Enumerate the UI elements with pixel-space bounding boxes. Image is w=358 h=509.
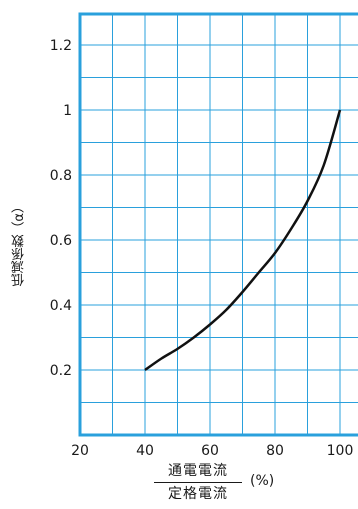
fraction-bar bbox=[154, 482, 242, 483]
x-tick-labels: 20 40 60 80 100 bbox=[71, 443, 353, 459]
y-tick-label: 1.2 bbox=[50, 38, 72, 54]
series-line bbox=[144, 109, 342, 372]
axis-frame bbox=[78, 12, 358, 437]
y-tick-label: 0.6 bbox=[50, 233, 72, 249]
x-axis-unit: (%) bbox=[250, 473, 275, 489]
x-tick-label: 20 bbox=[71, 443, 89, 459]
x-axis-denominator: 定格電流 bbox=[168, 486, 228, 502]
y-tick-label: 0.2 bbox=[50, 363, 72, 379]
x-tick-label: 80 bbox=[266, 443, 284, 459]
y-tick-label: 1 bbox=[63, 103, 72, 119]
x-axis-numerator: 通電電流 bbox=[168, 463, 228, 479]
x-axis-label: 通電電流 定格電流 (%) bbox=[150, 462, 280, 506]
y-axis-label: 低減係数（α） bbox=[12, 200, 27, 287]
x-axis-fraction: 通電電流 定格電流 bbox=[150, 462, 246, 503]
x-tick-label: 40 bbox=[136, 443, 154, 459]
grid-lines bbox=[80, 14, 358, 435]
x-tick-label: 60 bbox=[201, 443, 219, 459]
x-tick-label: 100 bbox=[327, 443, 354, 459]
y-tick-label: 0.8 bbox=[50, 168, 72, 184]
y-tick-labels: 0.2 0.4 0.6 0.8 1 1.2 bbox=[50, 38, 72, 379]
y-tick-label: 0.4 bbox=[50, 298, 72, 314]
